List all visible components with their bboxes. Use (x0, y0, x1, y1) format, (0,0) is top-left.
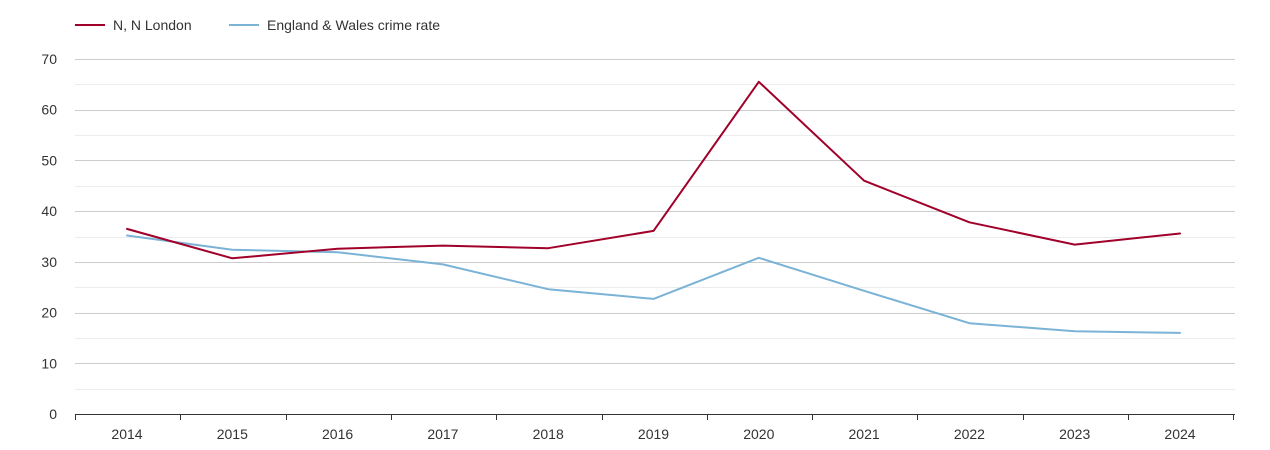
x-tick-label: 2016 (322, 426, 353, 442)
series-line-1 (126, 80, 1181, 260)
y-tick-label: 40 (41, 203, 57, 219)
x-tick-label: 2019 (638, 426, 669, 442)
x-tick-label: 2014 (111, 426, 142, 442)
x-tick-label: 2020 (743, 426, 774, 442)
legend-item-series-1[interactable]: N, N London (75, 17, 192, 33)
series-lines (126, 80, 1181, 334)
x-tick-label: 2017 (427, 426, 458, 442)
y-tick-label: 20 (41, 305, 57, 321)
grid-lines (75, 59, 1235, 390)
y-tick-label: 70 (41, 51, 57, 67)
y-tick-label: 10 (41, 355, 57, 371)
chart-legend: N, N London England & Wales crime rate (75, 17, 440, 33)
y-tick-label: 50 (41, 152, 57, 168)
x-tick-label: 2023 (1059, 426, 1090, 442)
x-tick-label: 2021 (849, 426, 880, 442)
x-tick-label: 2024 (1164, 426, 1195, 442)
legend-label-series-1: N, N London (113, 17, 192, 33)
y-axis-tick-labels: 0 10 20 30 40 50 60 70 (41, 51, 57, 422)
y-tick-label: 30 (41, 254, 57, 270)
legend-label-series-2: England & Wales crime rate (267, 17, 440, 33)
x-axis: 2014 2015 2016 2017 2018 2019 2020 2021 2022 2023… (75, 414, 1235, 442)
x-tick-label: 2018 (533, 426, 564, 442)
series-line-2 (126, 234, 1181, 334)
x-tick-label: 2015 (217, 426, 248, 442)
y-tick-label: 60 (41, 102, 57, 118)
legend-item-series-2[interactable]: England & Wales crime rate (229, 17, 440, 33)
y-tick-label: 0 (49, 406, 57, 422)
x-tick-label: 2022 (954, 426, 985, 442)
